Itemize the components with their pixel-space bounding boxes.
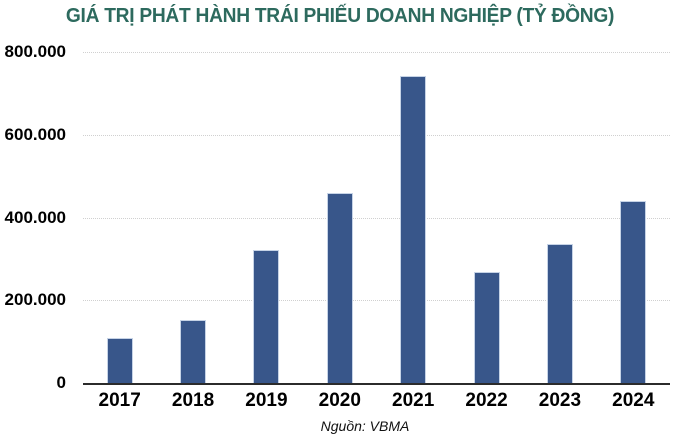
y-axis-label-400000: 400.000: [4, 207, 66, 227]
x-axis-label-2017: 2017: [98, 390, 141, 411]
x-axis-label-2022: 2022: [465, 390, 508, 411]
bar-2018: [180, 320, 207, 383]
bar-slot-2022: [450, 52, 523, 383]
x-axis-labels: 2017 2018 2019 2020 2021 2022 2023 2024: [83, 390, 670, 412]
x-axis-label-2023: 2023: [538, 390, 582, 411]
y-axis-label-600000: 600.000: [4, 124, 66, 144]
y-axis-label-200000: 200.000: [4, 290, 66, 310]
chart-title: GIÁ TRỊ PHÁT HÀNH TRÁI PHIẾU DOANH NGHIỆ…: [65, 5, 615, 27]
x-axis-label-2021: 2021: [392, 390, 435, 411]
gridline-800.000: [83, 52, 670, 53]
y-axis-label-800000: 800.000: [4, 42, 66, 61]
bar-2019: [253, 249, 280, 383]
bar-2021: [400, 76, 427, 383]
source-note: Nguồn: VBMA: [320, 418, 410, 434]
bar-slot-2020: [303, 52, 376, 383]
bar-slot-2023: [523, 52, 596, 383]
x-axis-label-2018: 2018: [171, 390, 215, 411]
bar-slot-2018: [156, 52, 229, 383]
bar-2022: [473, 272, 500, 383]
x-axis-label-2020: 2020: [318, 390, 361, 411]
bar-slot-2024: [597, 52, 670, 383]
gridline-200.000: [83, 300, 670, 302]
gridline-400.000: [83, 217, 670, 219]
bar-2023: [546, 244, 573, 383]
x-axis-label-2019: 2019: [245, 390, 288, 411]
plot-area: [83, 52, 670, 385]
x-axis-label-2024: 2024: [612, 390, 655, 411]
bar-2017: [106, 338, 133, 383]
bar-slot-2019: [230, 52, 303, 383]
bar-slot-2021: [377, 52, 450, 383]
bar-2020: [326, 192, 353, 383]
y-axis-label-0: 0: [56, 373, 66, 392]
bar-2024: [620, 200, 647, 383]
bar-slot-2017: [83, 52, 156, 383]
gridline-600.000: [83, 134, 670, 136]
bar-series: [83, 52, 670, 383]
